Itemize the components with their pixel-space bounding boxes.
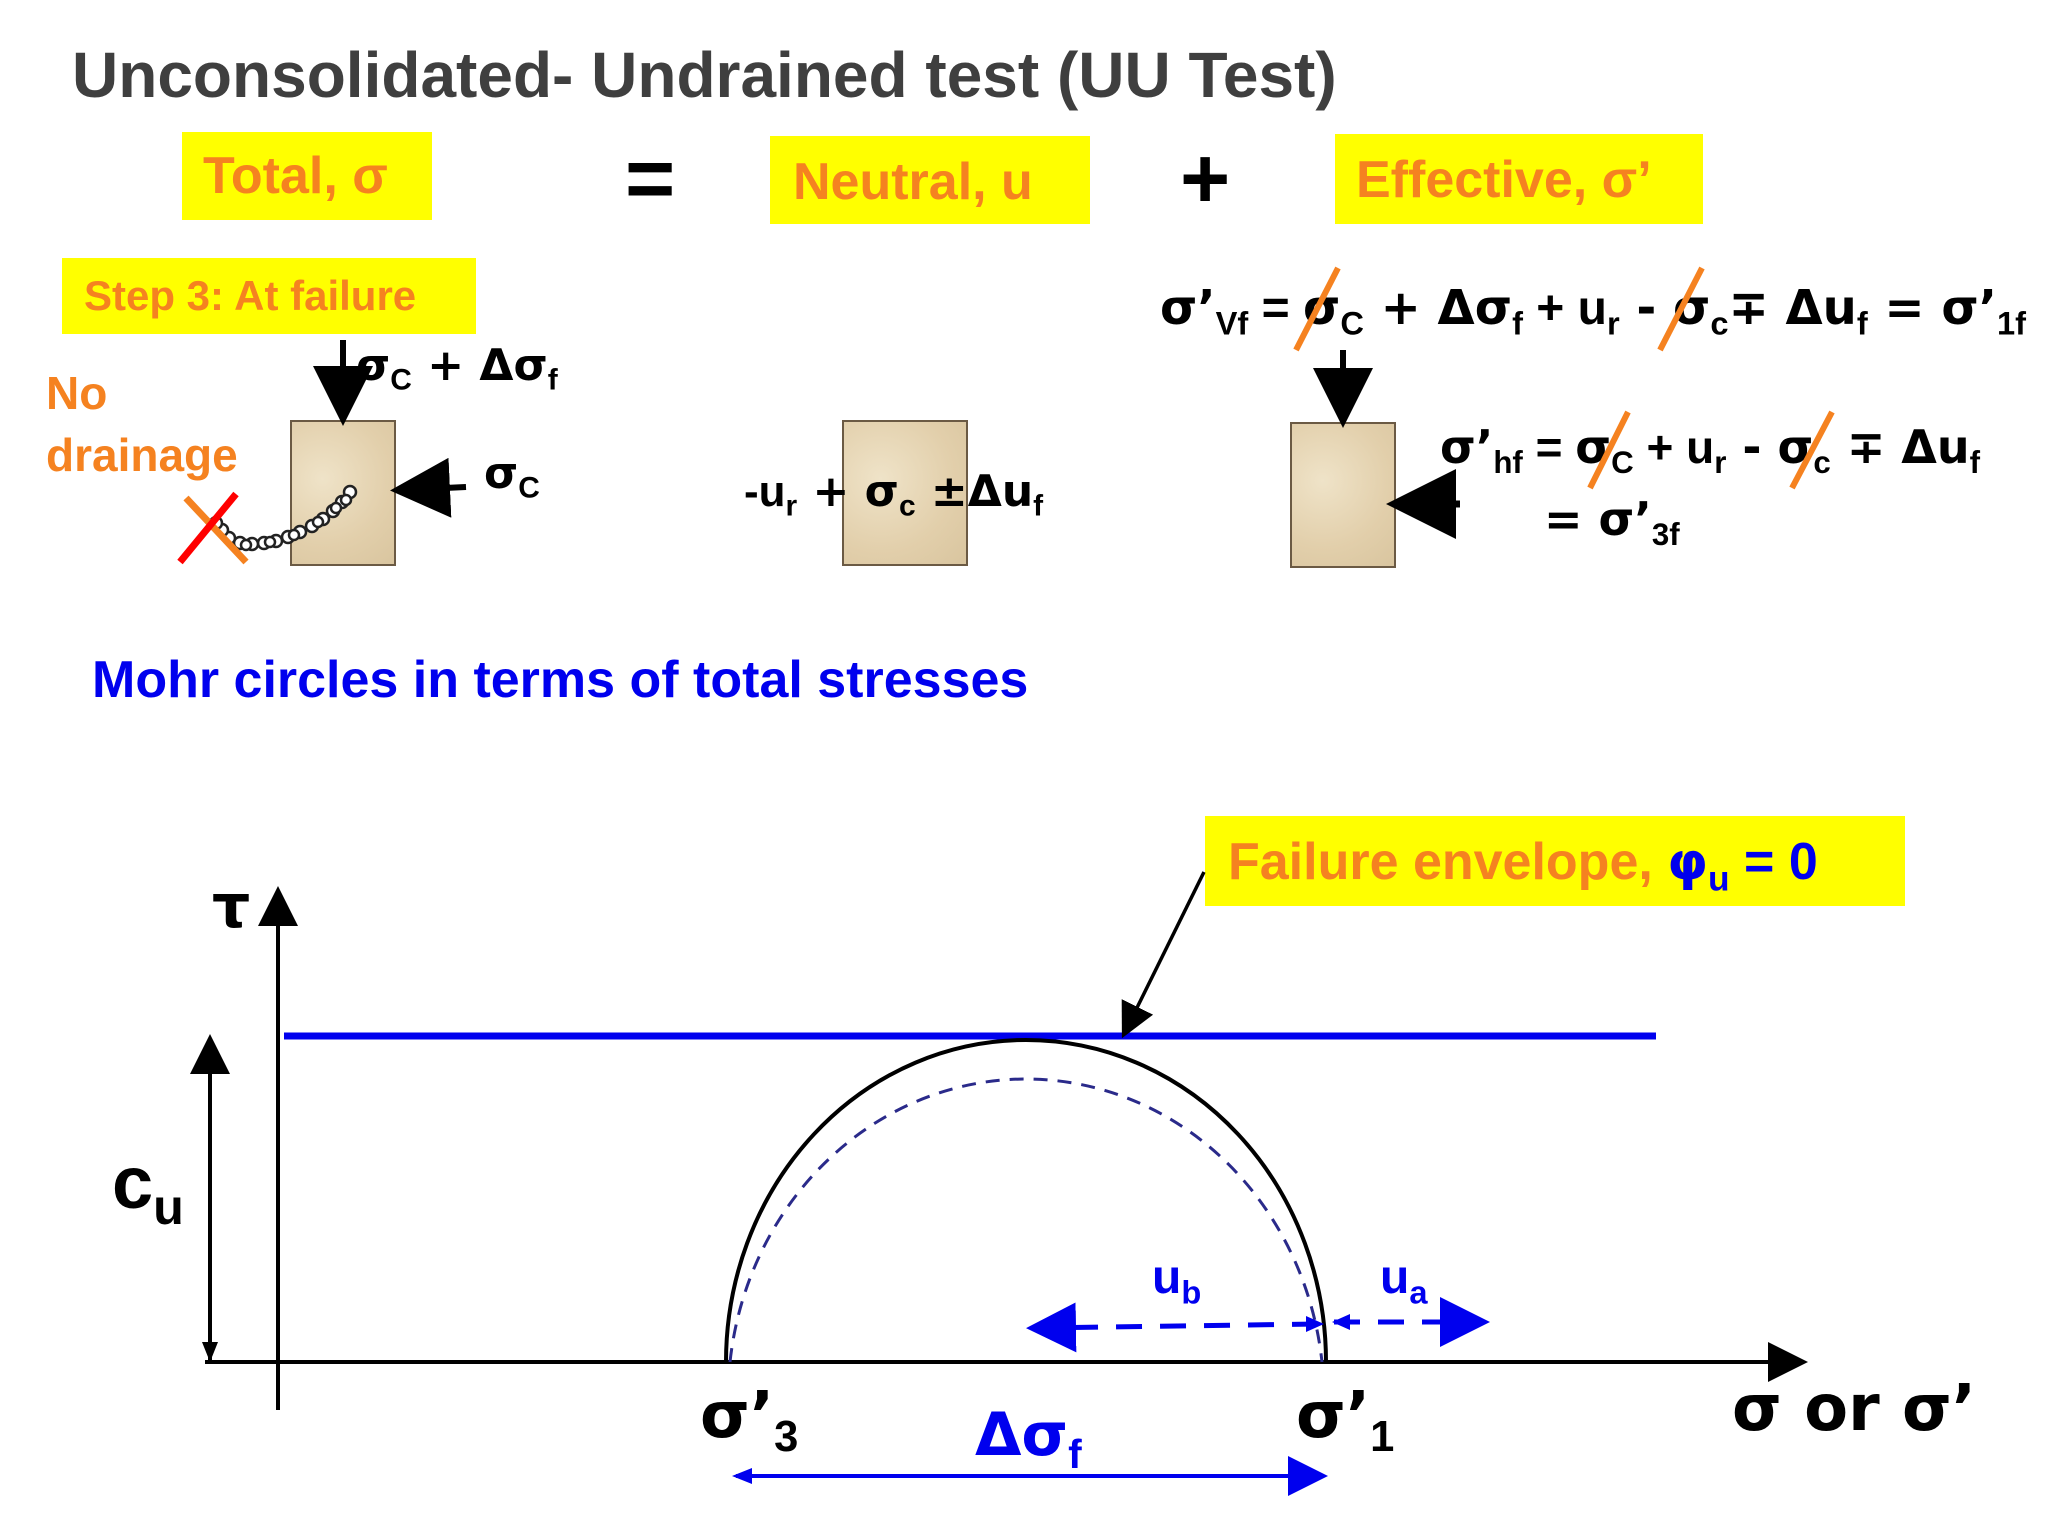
sigma1-label: σ’1 <box>1296 1379 1395 1461</box>
envelope-highlight <box>1205 816 1905 906</box>
x-axis-label: σ or σ’ <box>1732 1372 1977 1446</box>
step-label: Step 3: At failure <box>84 272 417 319</box>
soil-sample-neutral <box>842 420 968 566</box>
total-horizontal-arrow <box>390 457 467 518</box>
sigma3-label: σ’3 <box>700 1379 799 1461</box>
mohr-circle-effective <box>728 1077 1324 1363</box>
ua-label: ua <box>1380 1251 1428 1311</box>
total-label: Total, σ <box>203 147 388 205</box>
no-drainage-line1: No <box>46 367 108 419</box>
envelope-label: Failure envelope, φu = 0 <box>1228 832 1818 899</box>
plus-sign: + <box>1180 131 1231 227</box>
total-vertical-stress-label: σC + Δσf <box>356 340 558 397</box>
strike-hf-sigma-c <box>1587 410 1631 490</box>
no-drainage-line2: drainage <box>46 429 238 481</box>
effective-horizontal-equation: σ’hf = σC + ur - σc ∓ Δuf <box>1440 420 1981 480</box>
effective-horizontal-result: = σ’3f <box>1544 492 1680 552</box>
effective-label: Effective, σ’ <box>1356 151 1652 209</box>
delta-sigma-label: Δσf <box>975 1400 1082 1478</box>
total-highlight <box>182 132 432 220</box>
neutral-label: Neutral, u <box>793 153 1033 211</box>
strike-vf-sigma-c <box>1293 266 1341 352</box>
neutral-highlight <box>770 136 1090 224</box>
cu-arrow-bottom <box>202 1342 218 1362</box>
equals-sign: = <box>625 131 676 227</box>
total-horizontal-stress-label: σC <box>484 448 540 505</box>
ua-arrow-left <box>1332 1314 1350 1330</box>
no-drainage-cross-orange <box>183 495 249 565</box>
mohr-circle <box>724 1038 1328 1363</box>
tau-axis-label: τ <box>212 872 251 942</box>
delta-sigma-arrow-left <box>732 1468 752 1484</box>
page-title: Unconsolidated- Undrained test (UU Test) <box>72 39 1337 111</box>
step-highlight <box>62 258 476 334</box>
cu-arrow-top <box>202 1040 218 1060</box>
mohr-heading: Mohr circles in terms of total stresses <box>92 651 1029 709</box>
envelope-pointer <box>1121 871 1206 1039</box>
ub-label: ub <box>1152 1251 1202 1311</box>
strike-hf-sigma-c2 <box>1789 410 1835 490</box>
effective-highlight <box>1335 134 1703 224</box>
no-drainage-cross-red <box>177 491 239 565</box>
neutral-stress-label: -ur + σc ±Δuf <box>744 466 1044 523</box>
ub-arrow <box>1026 1302 1319 1353</box>
soil-sample-total <box>290 420 396 566</box>
strike-vf-sigma-c2 <box>1657 266 1705 352</box>
cu-label: cu <box>112 1141 184 1236</box>
ub-arrow-right <box>1306 1316 1324 1332</box>
